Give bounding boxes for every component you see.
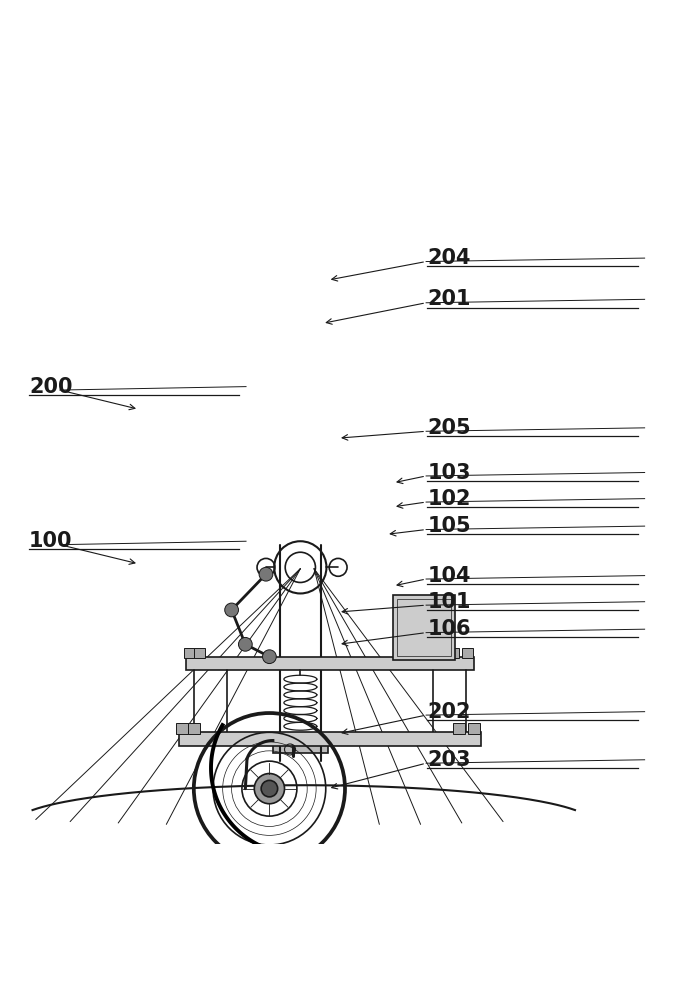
- Text: 205: 205: [428, 418, 471, 438]
- Bar: [176, 723, 188, 734]
- Circle shape: [239, 637, 253, 651]
- Text: 204: 204: [428, 248, 471, 268]
- Text: 105: 105: [428, 516, 471, 536]
- Bar: [179, 732, 481, 746]
- Text: 102: 102: [428, 489, 471, 509]
- Circle shape: [261, 780, 277, 797]
- Text: 103: 103: [428, 463, 471, 483]
- Text: 201: 201: [428, 289, 471, 309]
- Bar: [462, 648, 473, 658]
- Bar: [448, 648, 459, 658]
- Bar: [273, 734, 328, 753]
- Text: 106: 106: [428, 619, 471, 639]
- Bar: [194, 648, 205, 658]
- Text: 104: 104: [428, 566, 471, 586]
- Text: 100: 100: [29, 531, 72, 551]
- Text: 101: 101: [428, 592, 471, 612]
- Bar: [276, 736, 286, 743]
- Bar: [453, 723, 465, 734]
- Circle shape: [259, 567, 273, 581]
- Text: 202: 202: [428, 702, 471, 722]
- Circle shape: [262, 650, 276, 664]
- Text: 203: 203: [428, 750, 471, 770]
- Bar: [397, 599, 451, 656]
- Bar: [293, 736, 303, 743]
- Circle shape: [225, 603, 239, 617]
- Bar: [310, 736, 320, 743]
- Text: 200: 200: [29, 377, 72, 397]
- Bar: [188, 723, 200, 734]
- Bar: [186, 657, 474, 670]
- Bar: [393, 595, 455, 660]
- Circle shape: [255, 774, 284, 804]
- Bar: [184, 648, 195, 658]
- Bar: [468, 723, 480, 734]
